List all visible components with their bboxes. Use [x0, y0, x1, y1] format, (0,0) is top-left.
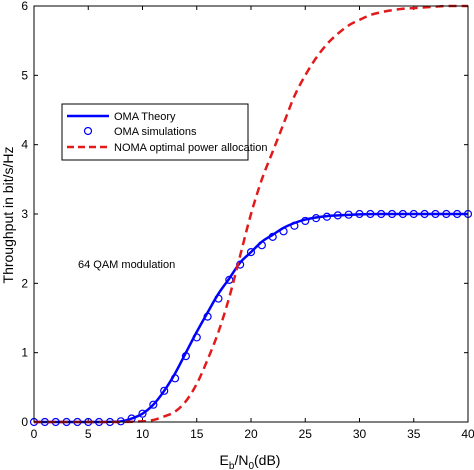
data-point-oma-simulations	[181, 352, 190, 361]
data-point-oma-simulations	[290, 221, 299, 230]
data-point-oma-simulations	[431, 209, 440, 219]
data-point-oma-simulations	[268, 232, 277, 241]
y-axis-label: Throughput in bit/s/Hz	[0, 147, 16, 284]
data-point-oma-simulations	[138, 409, 147, 418]
x-tick-labels: 0 5 10 15 20 25 30 35 40	[31, 427, 474, 441]
series-line-noma-optimal-power-allocation	[33, 4, 469, 424]
data-point-oma-simulations	[322, 212, 332, 221]
legend: OMA Theory OMA simulations NOMA optimal …	[61, 103, 267, 161]
y-tick-label: 2	[21, 276, 28, 290]
data-point-oma-simulations	[312, 214, 321, 223]
y-tick-label: 4	[21, 138, 28, 152]
y-tick-labels: 0 1 2 3 4 5 6	[21, 0, 28, 429]
plot-frame	[33, 5, 469, 423]
x-tick-label: 10	[136, 427, 150, 441]
data-point-oma-simulations	[149, 400, 158, 409]
x-tick-label: 25	[299, 427, 313, 441]
x-axis-label: Eb/N0(dB)	[220, 452, 281, 470]
legend-marker-oma-simulations	[83, 126, 93, 136]
y-tick-label: 6	[21, 0, 28, 13]
data-point-oma-simulations	[366, 209, 375, 219]
data-point-oma-simulations	[333, 211, 342, 220]
legend-label-noma: NOMA optimal power allocation	[114, 142, 267, 154]
data-point-oma-simulations	[192, 333, 201, 342]
x-tick-label: 30	[353, 427, 367, 441]
x-tick-label: 5	[85, 427, 92, 441]
y-tick-label: 3	[21, 207, 28, 221]
data-point-oma-simulations	[453, 209, 462, 219]
legend-label-oma-simulations: OMA simulations	[114, 126, 197, 138]
x-tick-label: 35	[407, 427, 421, 441]
data-point-oma-simulations	[409, 209, 418, 219]
data-point-oma-simulations	[420, 209, 429, 219]
y-tick-label: 1	[21, 346, 28, 360]
y-tick-label: 5	[21, 68, 28, 82]
data-point-oma-simulations	[214, 294, 223, 303]
x-tick-label: 40	[461, 427, 474, 441]
data-point-oma-simulations	[377, 209, 386, 219]
data-point-oma-simulations	[246, 248, 256, 257]
data-point-oma-simulations	[442, 209, 451, 219]
data-point-oma-simulations	[398, 209, 407, 219]
x-tick-label: 0	[31, 427, 38, 441]
annotation-64qam: 64 QAM modulation	[78, 259, 175, 271]
x-tick-label: 20	[244, 427, 258, 441]
data-point-oma-simulations	[279, 227, 288, 236]
data-point-oma-simulations	[301, 216, 310, 226]
legend-label-oma-theory: OMA Theory	[114, 111, 176, 123]
legend-box	[61, 103, 249, 161]
data-point-oma-simulations	[344, 210, 353, 219]
data-point-oma-simulations	[170, 374, 180, 383]
data-point-oma-simulations	[387, 209, 397, 219]
data-point-oma-simulations	[203, 312, 212, 321]
y-tick-label: 0	[21, 415, 28, 429]
data-point-oma-simulations	[355, 209, 364, 219]
data-point-oma-simulations	[160, 386, 169, 395]
data-point-oma-simulations	[257, 241, 266, 250]
x-tick-label: 15	[190, 427, 204, 441]
